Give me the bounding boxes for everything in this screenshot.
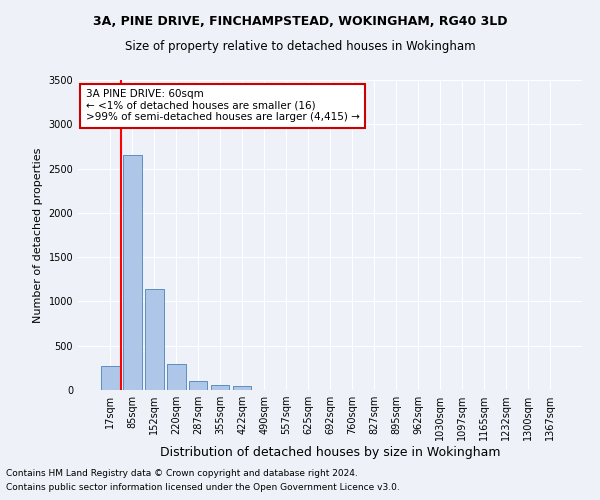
X-axis label: Distribution of detached houses by size in Wokingham: Distribution of detached houses by size …: [160, 446, 500, 459]
Text: 3A, PINE DRIVE, FINCHAMPSTEAD, WOKINGHAM, RG40 3LD: 3A, PINE DRIVE, FINCHAMPSTEAD, WOKINGHAM…: [93, 15, 507, 28]
Bar: [211, 384, 229, 390]
Text: 3A PINE DRIVE: 60sqm
← <1% of detached houses are smaller (16)
>99% of semi-deta: 3A PINE DRIVE: 60sqm ← <1% of detached h…: [86, 90, 359, 122]
Bar: [145, 289, 164, 390]
Bar: [101, 366, 119, 390]
Text: Size of property relative to detached houses in Wokingham: Size of property relative to detached ho…: [125, 40, 475, 53]
Bar: [167, 364, 185, 390]
Text: Contains HM Land Registry data © Crown copyright and database right 2024.: Contains HM Land Registry data © Crown c…: [6, 468, 358, 477]
Bar: [233, 386, 251, 390]
Y-axis label: Number of detached properties: Number of detached properties: [33, 148, 43, 322]
Text: Contains public sector information licensed under the Open Government Licence v3: Contains public sector information licen…: [6, 484, 400, 492]
Bar: [123, 156, 142, 390]
Bar: [189, 381, 208, 390]
